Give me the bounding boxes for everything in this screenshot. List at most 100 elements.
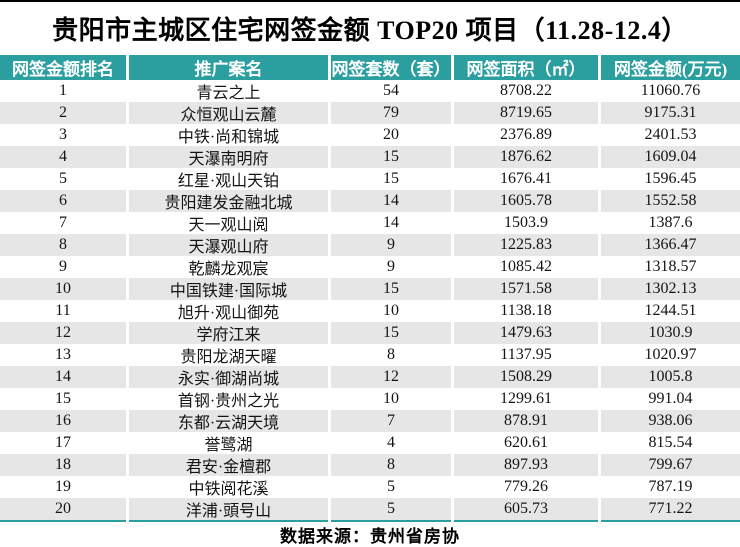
amount-cell: 1596.45 [601,168,740,190]
table-bottom-accent-line [454,520,598,522]
rank-cell: 2 [0,102,126,124]
rank-cell: 11 [0,300,126,322]
area-cell: 1225.83 [454,234,598,256]
column-header-units: 网签套数（套） [331,55,451,80]
project-name-cell: 中国铁建·国际城 [129,278,328,300]
project-name-cell: 红星·观山天铂 [129,168,328,190]
project-name-cell: 学府江来 [129,322,328,344]
amount-cell: 1030.9 [601,322,740,344]
rank-cell: 12 [0,322,126,344]
units-cell: 4 [331,432,451,454]
rank-cell: 20 [0,498,126,520]
amount-cell: 815.54 [601,432,740,454]
units-cell: 5 [331,476,451,498]
project-name-cell: 众恒观山云麓 [129,102,328,124]
area-cell: 2376.89 [454,124,598,146]
project-name-cell: 永实·御湖尚城 [129,366,328,388]
units-cell: 79 [331,102,451,124]
area-cell: 620.61 [454,432,598,454]
units-cell: 10 [331,388,451,410]
project-name-cell: 乾麟龙观宸 [129,256,328,278]
project-name-cell: 贵阳龙湖天曜 [129,344,328,366]
units-cell: 20 [331,124,451,146]
area-cell: 8708.22 [454,80,598,102]
units-cell: 14 [331,190,451,212]
units-cell: 54 [331,80,451,102]
table-bottom-accent-line [129,520,328,522]
area-cell: 1299.61 [454,388,598,410]
area-cell: 1876.62 [454,146,598,168]
amount-cell: 1302.13 [601,278,740,300]
area-cell: 1605.78 [454,190,598,212]
column-header-amount: 网签金额(万元) [601,55,740,80]
units-cell: 5 [331,498,451,520]
rank-cell: 10 [0,278,126,300]
units-cell: 15 [331,278,451,300]
amount-cell: 1387.6 [601,212,740,234]
amount-cell: 938.06 [601,410,740,432]
rank-cell: 4 [0,146,126,168]
area-cell: 878.91 [454,410,598,432]
amount-cell: 1609.04 [601,146,740,168]
units-cell: 14 [331,212,451,234]
units-cell: 15 [331,146,451,168]
area-cell: 1137.95 [454,344,598,366]
rank-cell: 8 [0,234,126,256]
amount-cell: 11060.76 [601,80,740,102]
table-bottom-accent-line [331,520,451,522]
area-cell: 1085.42 [454,256,598,278]
rank-cell: 5 [0,168,126,190]
amount-cell: 799.67 [601,454,740,476]
area-cell: 1508.29 [454,366,598,388]
amount-cell: 1005.8 [601,366,740,388]
project-name-cell: 誉鹭湖 [129,432,328,454]
rank-cell: 16 [0,410,126,432]
project-name-cell: 中铁·尚和锦城 [129,124,328,146]
units-cell: 9 [331,256,451,278]
area-cell: 897.93 [454,454,598,476]
project-name-cell: 天瀑观山府 [129,234,328,256]
rank-cell: 3 [0,124,126,146]
amount-cell: 1552.58 [601,190,740,212]
page-title: 贵阳市主城区住宅网签金额 TOP20 项目（11.28-12.4） [52,16,688,45]
amount-cell: 787.19 [601,476,740,498]
units-cell: 8 [331,454,451,476]
amount-cell: 1318.57 [601,256,740,278]
column-header-name: 推广案名 [129,55,328,80]
project-name-cell: 洋浦·頭号山 [129,498,328,520]
amount-cell: 9175.31 [601,102,740,124]
project-name-cell: 首钢·贵州之光 [129,388,328,410]
table-bottom-accent-line [601,520,740,522]
rank-cell: 13 [0,344,126,366]
project-name-cell: 旭升·观山御苑 [129,300,328,322]
project-name-cell: 中铁阅花溪 [129,476,328,498]
rank-cell: 6 [0,190,126,212]
units-cell: 12 [331,366,451,388]
area-cell: 779.26 [454,476,598,498]
data-table: 网签金额排名 推广案名 网签套数（套） 网签面积（㎡） 网签金额(万元) 1 青云… [0,55,740,522]
rank-cell: 14 [0,366,126,388]
project-name-cell: 东都·云湖天境 [129,410,328,432]
units-cell: 10 [331,300,451,322]
rank-cell: 1 [0,80,126,102]
area-cell: 1503.9 [454,212,598,234]
area-cell: 605.73 [454,498,598,520]
rank-cell: 9 [0,256,126,278]
rank-cell: 7 [0,212,126,234]
project-name-cell: 贵阳建发金融北城 [129,190,328,212]
units-cell: 8 [331,344,451,366]
units-cell: 15 [331,168,451,190]
project-name-cell: 天一观山阅 [129,212,328,234]
column-header-rank: 网签金额排名 [0,55,126,80]
area-cell: 8719.65 [454,102,598,124]
amount-cell: 991.04 [601,388,740,410]
amount-cell: 771.22 [601,498,740,520]
amount-cell: 1020.97 [601,344,740,366]
units-cell: 15 [331,322,451,344]
units-cell: 7 [331,410,451,432]
project-name-cell: 天瀑南明府 [129,146,328,168]
rank-cell: 15 [0,388,126,410]
area-cell: 1138.18 [454,300,598,322]
amount-cell: 2401.53 [601,124,740,146]
